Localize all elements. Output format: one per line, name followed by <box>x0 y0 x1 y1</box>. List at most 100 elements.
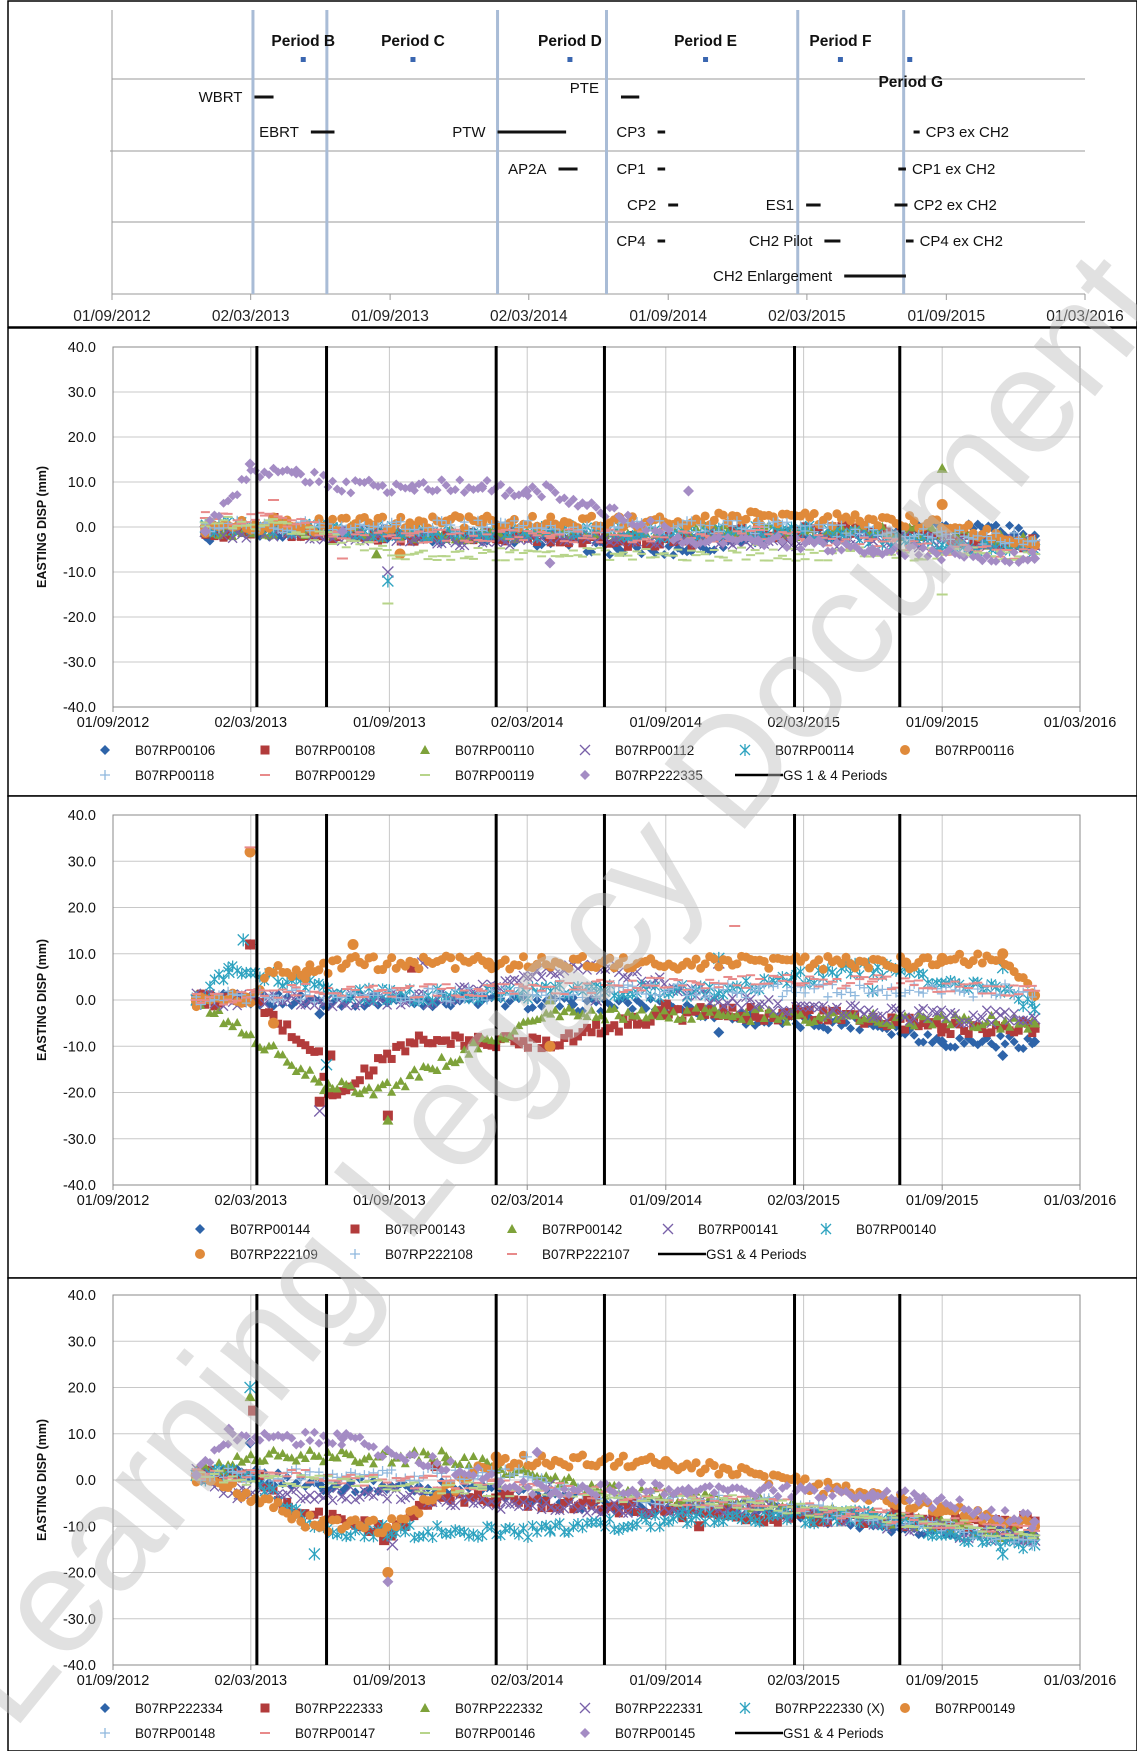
y-tick-label: 30.0 <box>68 1334 96 1350</box>
x-tick-label: 01/09/2013 <box>353 1673 426 1689</box>
data-point <box>660 1456 671 1467</box>
data-point <box>348 939 359 950</box>
x-tick-label: 01/09/2014 <box>629 1673 702 1689</box>
data-point <box>301 967 312 978</box>
x-tick-label: 02/03/2014 <box>491 1673 564 1689</box>
data-point <box>528 512 537 521</box>
data-point <box>414 1509 423 1518</box>
data-point <box>301 1523 310 1532</box>
activity-label: CP2 <box>627 197 656 214</box>
data-point <box>324 969 333 978</box>
y-tick-label: 0.0 <box>76 520 96 536</box>
activity-label: WBRT <box>199 89 243 106</box>
timeline-tick-label: 01/09/2012 <box>73 308 151 325</box>
activity-label: CP1 ex CH2 <box>912 161 995 178</box>
x-tick-label: 01/03/2016 <box>1044 715 1117 731</box>
data-point <box>619 1452 628 1461</box>
data-point <box>973 950 982 959</box>
y-tick-label: 40.0 <box>68 808 96 824</box>
y-tick-label: -10.0 <box>63 565 96 581</box>
data-point <box>342 514 351 523</box>
period-label: Period C <box>381 33 445 50</box>
data-point <box>564 1462 573 1471</box>
y-axis-label: EASTING DISP (mm) <box>35 939 49 1061</box>
timeline-tick-label: 01/09/2013 <box>351 308 429 325</box>
data-point <box>333 955 342 964</box>
y-axis-label: EASTING DISP (mm) <box>35 466 49 588</box>
timeline-tick-label: 02/03/2014 <box>490 308 568 325</box>
activity-label: ES1 <box>766 197 794 214</box>
period-marker <box>838 57 843 62</box>
x-tick-label: 01/09/2015 <box>906 1673 979 1689</box>
data-point <box>810 509 819 518</box>
y-tick-label: -10.0 <box>63 1039 96 1055</box>
y-tick-label: 0.0 <box>76 993 96 1009</box>
data-point <box>392 1522 401 1531</box>
legend-label: B07RP00141 <box>698 1222 778 1237</box>
y-tick-label: 20.0 <box>68 901 96 917</box>
data-point <box>947 1030 955 1038</box>
data-point <box>315 1508 323 1516</box>
x-tick-label: 02/03/2015 <box>767 1193 840 1209</box>
data-point <box>937 1023 947 1033</box>
data-point <box>387 953 396 962</box>
data-point <box>333 1515 342 1524</box>
data-point <box>414 964 423 973</box>
x-tick-label: 02/03/2013 <box>215 715 288 731</box>
data-point <box>764 964 773 973</box>
data-point <box>710 1461 719 1470</box>
data-point <box>305 1511 314 1520</box>
x-tick-label: 01/03/2016 <box>1044 1673 1117 1689</box>
activity-label: EBRT <box>259 124 299 141</box>
data-point <box>937 953 948 964</box>
y-tick-label: 10.0 <box>68 947 96 963</box>
data-point <box>719 511 728 520</box>
legend-label: B07RP00142 <box>542 1222 622 1237</box>
data-point <box>501 1454 510 1463</box>
y-tick-label: -20.0 <box>63 1086 96 1102</box>
legend-label: B07RP00106 <box>135 743 215 758</box>
data-point <box>965 1030 973 1038</box>
data-point <box>661 1000 671 1010</box>
data-point <box>315 1097 325 1107</box>
data-point <box>446 953 455 962</box>
x-tick-label: 02/03/2013 <box>215 1673 288 1689</box>
x-tick-label: 01/09/2012 <box>77 1193 150 1209</box>
activity-label: CP2 ex CH2 <box>913 197 996 214</box>
data-point <box>710 954 719 963</box>
period-label: Period F <box>809 33 871 50</box>
activity-label: CP1 <box>616 161 645 178</box>
activity-label: PTW <box>452 124 486 141</box>
data-point <box>324 1527 333 1536</box>
legend-label: B07RP222107 <box>542 1247 630 1262</box>
data-point <box>401 1515 410 1524</box>
activity-label: AP2A <box>508 161 546 178</box>
activity-label: CP4 <box>616 233 645 250</box>
data-point <box>701 511 710 520</box>
timeline-tick-label: 02/03/2015 <box>768 308 846 325</box>
data-point <box>587 512 596 521</box>
legend-label: B07RP00129 <box>295 768 375 783</box>
data-point <box>997 948 1008 959</box>
period-label: Period G <box>878 74 943 91</box>
period-marker <box>301 57 306 62</box>
y-tick-label: -40.0 <box>63 700 96 716</box>
data-point <box>900 958 911 969</box>
y-tick-label: 20.0 <box>68 1381 96 1397</box>
period-marker <box>567 57 572 62</box>
y-tick-label: 30.0 <box>68 854 96 870</box>
data-point <box>760 1472 769 1481</box>
x-tick-label: 02/03/2014 <box>491 715 564 731</box>
data-point <box>819 1006 827 1014</box>
x-tick-label: 01/03/2016 <box>1044 1193 1117 1209</box>
data-point <box>578 1451 587 1460</box>
period-label: Period B <box>271 33 335 50</box>
x-tick-label: 01/09/2015 <box>906 1193 979 1209</box>
legend-label: B07RP00108 <box>295 743 375 758</box>
period-label: Period E <box>674 33 737 50</box>
legend-label: B07RP00119 <box>455 768 534 783</box>
data-point <box>264 1495 273 1504</box>
data-point <box>360 1065 368 1073</box>
y-tick-label: -20.0 <box>63 610 96 626</box>
data-point <box>387 1514 396 1523</box>
